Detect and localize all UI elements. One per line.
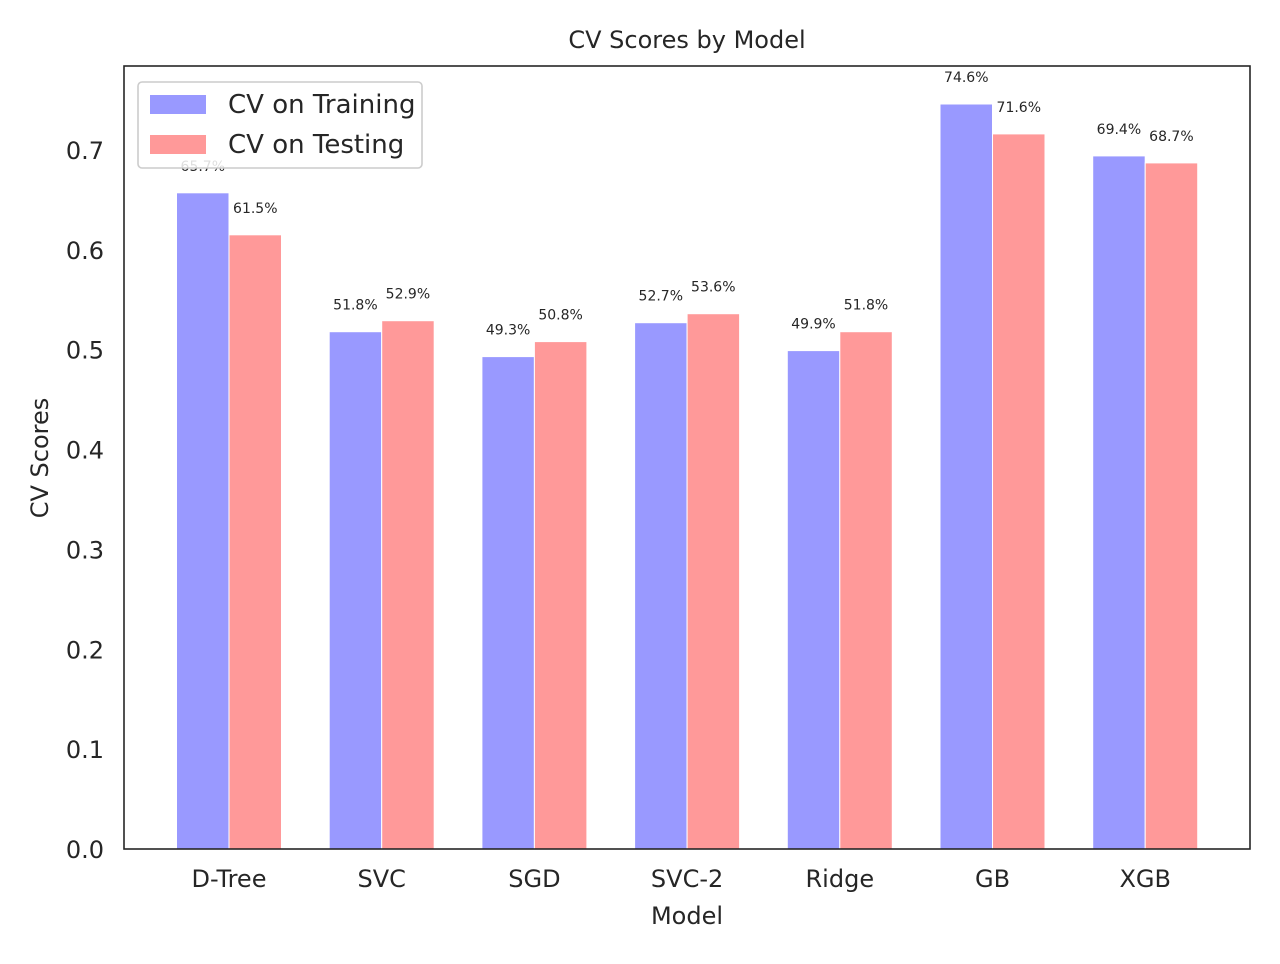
x-tick-label: SGD <box>508 865 560 893</box>
data-labels-layer: 65.7%51.8%49.3%52.7%49.9%74.6%69.4%61.5%… <box>181 70 1194 339</box>
bar-testing-svc-2 <box>686 313 741 850</box>
bar-training-ridge <box>786 350 841 850</box>
bar-training-sgd <box>481 356 535 850</box>
bar-testing-svc <box>381 320 435 850</box>
bar-training-d-tree <box>176 192 230 850</box>
legend-swatch-testing <box>150 135 206 154</box>
data-label-testing-xgb: 68.7% <box>1149 129 1193 145</box>
y-tick-label: 0.4 <box>66 437 104 465</box>
y-tick-label: 0.2 <box>66 636 104 664</box>
bar-testing-xgb <box>1144 162 1199 850</box>
x-tick-label: SVC-2 <box>651 865 723 893</box>
x-tick-label: GB <box>975 865 1010 893</box>
bar-testing-gb <box>992 133 1046 850</box>
legend-label-testing: CV on Testing <box>228 130 404 160</box>
x-tick-label: SVC <box>357 865 405 893</box>
legend-swatch-training <box>150 95 206 114</box>
ticks-layer: D-Tree SVC SGD SVC-2 Ridge GB XGB 0.0 0.1 0.2 0.3 0… <box>66 137 1171 893</box>
bar-testing-d-tree <box>228 234 282 850</box>
bar-training-svc-2 <box>634 322 688 850</box>
x-axis-title: Model <box>651 902 723 930</box>
data-label-training-xgb: 69.4% <box>1097 122 1141 138</box>
data-label-training-gb: 74.6% <box>944 70 988 86</box>
y-tick-label: 0.0 <box>66 836 104 864</box>
y-tick-label: 0.3 <box>66 536 104 564</box>
legend-label-training: CV on Training <box>228 90 415 120</box>
y-tick-label: 0.5 <box>66 337 104 365</box>
bar-testing-sgd <box>533 341 588 850</box>
x-tick-label: D-Tree <box>192 865 267 893</box>
plot-area-frame <box>123 65 1251 850</box>
x-tick-label: Ridge <box>806 865 875 893</box>
bar-training-gb <box>939 103 993 850</box>
legend: CV on Training CV on Testing <box>137 81 423 169</box>
y-tick-label: 0.1 <box>66 736 104 764</box>
bar-training-svc <box>328 331 383 850</box>
data-label-training-svc-2: 52.7% <box>639 289 683 305</box>
bar-testing-ridge <box>839 331 893 850</box>
data-label-testing-d-tree: 61.5% <box>233 201 277 217</box>
x-tick-label: XGB <box>1119 865 1171 893</box>
data-label-training-ridge: 49.9% <box>791 317 835 333</box>
y-tick-label: 0.6 <box>66 237 104 265</box>
legend-box <box>137 81 423 169</box>
y-tick-label: 0.7 <box>66 137 104 165</box>
y-axis-title: CV Scores <box>26 398 54 519</box>
data-label-testing-svc-2: 53.6% <box>691 280 735 296</box>
data-label-testing-ridge: 51.8% <box>844 298 888 314</box>
data-label-training-svc: 51.8% <box>333 298 377 314</box>
bar-training-xgb <box>1092 155 1146 850</box>
chart-title: CV Scores by Model <box>568 26 805 54</box>
data-label-training-sgd: 49.3% <box>486 323 530 339</box>
bars-layer <box>176 103 1199 850</box>
data-label-testing-gb: 71.6% <box>997 100 1041 116</box>
data-label-testing-svc: 52.9% <box>386 287 430 303</box>
data-label-testing-sgd: 50.8% <box>538 308 582 324</box>
